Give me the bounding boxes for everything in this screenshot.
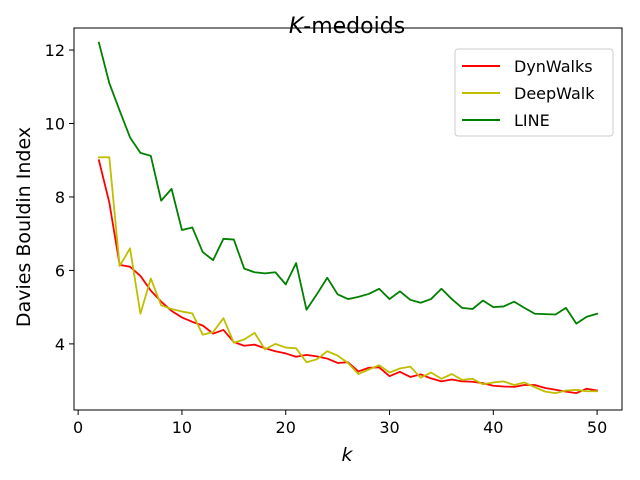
- legend-label-line: LINE: [514, 111, 550, 130]
- x-tick-label: 20: [276, 418, 296, 437]
- y-tick-label: 10: [45, 115, 65, 134]
- x-axis-label: k: [341, 444, 353, 466]
- legend: DynWalks DeepWalk LINE: [454, 48, 614, 137]
- y-tick-label: 8: [55, 188, 65, 207]
- legend-label-deepwalk: DeepWalk: [514, 84, 595, 103]
- legend-box: [454, 48, 614, 137]
- axes-frame: [73, 27, 623, 411]
- legend-label-dynwalks: DynWalks: [514, 57, 593, 76]
- y-ticks: 4 6 8 10 12: [45, 41, 74, 354]
- x-tick-label: 10: [172, 418, 192, 437]
- chart-title-italic: K: [289, 14, 305, 39]
- x-tick-label: 30: [379, 418, 399, 437]
- y-tick-label: 6: [55, 261, 65, 280]
- x-tick-label: 0: [73, 418, 83, 437]
- series-line-line: [97, 41, 599, 325]
- plot-lines: [97, 41, 599, 395]
- chart-title: K-medoids: [289, 14, 405, 39]
- y-axis-label: Davies Bouldin Index: [13, 127, 35, 327]
- y-tick-label: 12: [45, 41, 65, 60]
- y-tick-label: 4: [55, 335, 65, 354]
- series-line-deepwalk: [98, 156, 598, 395]
- x-tick-label: 40: [483, 418, 503, 437]
- x-tick-label: 50: [587, 418, 607, 437]
- legend-entries: DynWalks DeepWalk LINE: [462, 57, 595, 130]
- x-ticks: 0 10 20 30 40 50: [73, 410, 607, 437]
- chart-title-rest: -medoids: [303, 14, 405, 39]
